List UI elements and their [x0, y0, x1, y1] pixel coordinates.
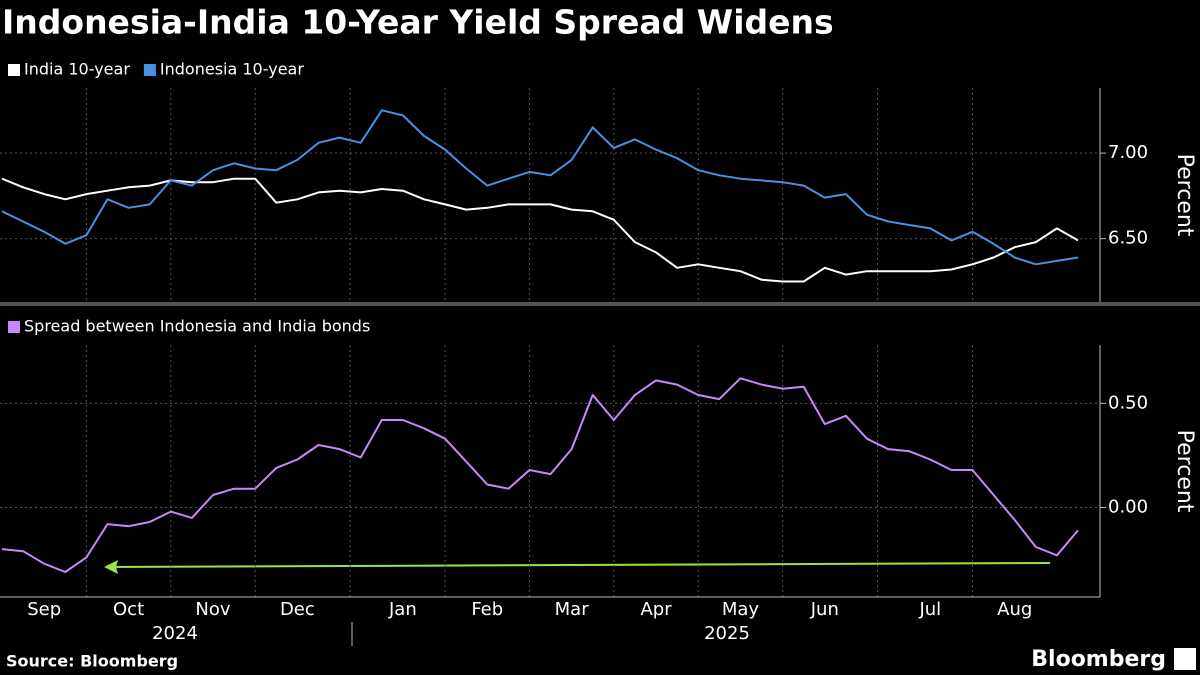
x-tick-label: Mar: [555, 599, 590, 620]
x-tick-label: Dec: [280, 599, 315, 620]
legend-swatch: [8, 64, 20, 76]
legend-swatch: [143, 64, 156, 76]
brand-icon: [1174, 648, 1196, 670]
annotation-arrow: [107, 562, 1051, 568]
x-tick-label: May: [722, 599, 760, 620]
y-tick-label: 7.00: [1108, 142, 1148, 163]
x-tick-label: Sep: [27, 599, 61, 620]
x-tick-label: Jun: [810, 599, 839, 620]
x-tick-label: Apr: [640, 599, 672, 620]
y-tick-label: 0.00: [1108, 496, 1148, 517]
legend-label: Indonesia 10-year: [160, 60, 304, 79]
series-line: [1, 377, 1079, 573]
legend-label: Spread between Indonesia and India bonds: [24, 317, 370, 336]
chart-title: Indonesia-India 10-Year Yield Spread Wid…: [2, 3, 834, 42]
series-line: [1, 177, 1079, 283]
x-tick-label: Nov: [195, 599, 230, 620]
x-tick-label: Jan: [388, 599, 417, 620]
x-tick-label: Aug: [997, 599, 1032, 620]
series-line: [1, 109, 1079, 266]
annotation-arrowhead: [104, 560, 118, 574]
y-axis-title: Percent: [1172, 154, 1197, 237]
y-tick-label: 6.50: [1108, 228, 1148, 249]
source: Source: Bloomberg: [6, 652, 178, 671]
x-tick-label: Jul: [918, 599, 941, 620]
x-tick-label: Oct: [113, 599, 144, 620]
y-axis-title: Percent: [1172, 430, 1197, 513]
x-tick-label: Feb: [471, 599, 503, 620]
legend-swatch: [8, 321, 20, 333]
brand: Bloomberg: [1031, 647, 1166, 672]
year-label: 2025: [704, 623, 750, 644]
year-label: 2024: [152, 623, 198, 644]
y-tick-label: 0.50: [1108, 392, 1148, 413]
legend-label: India 10-year: [24, 60, 130, 79]
panel-divider: [0, 302, 1200, 306]
